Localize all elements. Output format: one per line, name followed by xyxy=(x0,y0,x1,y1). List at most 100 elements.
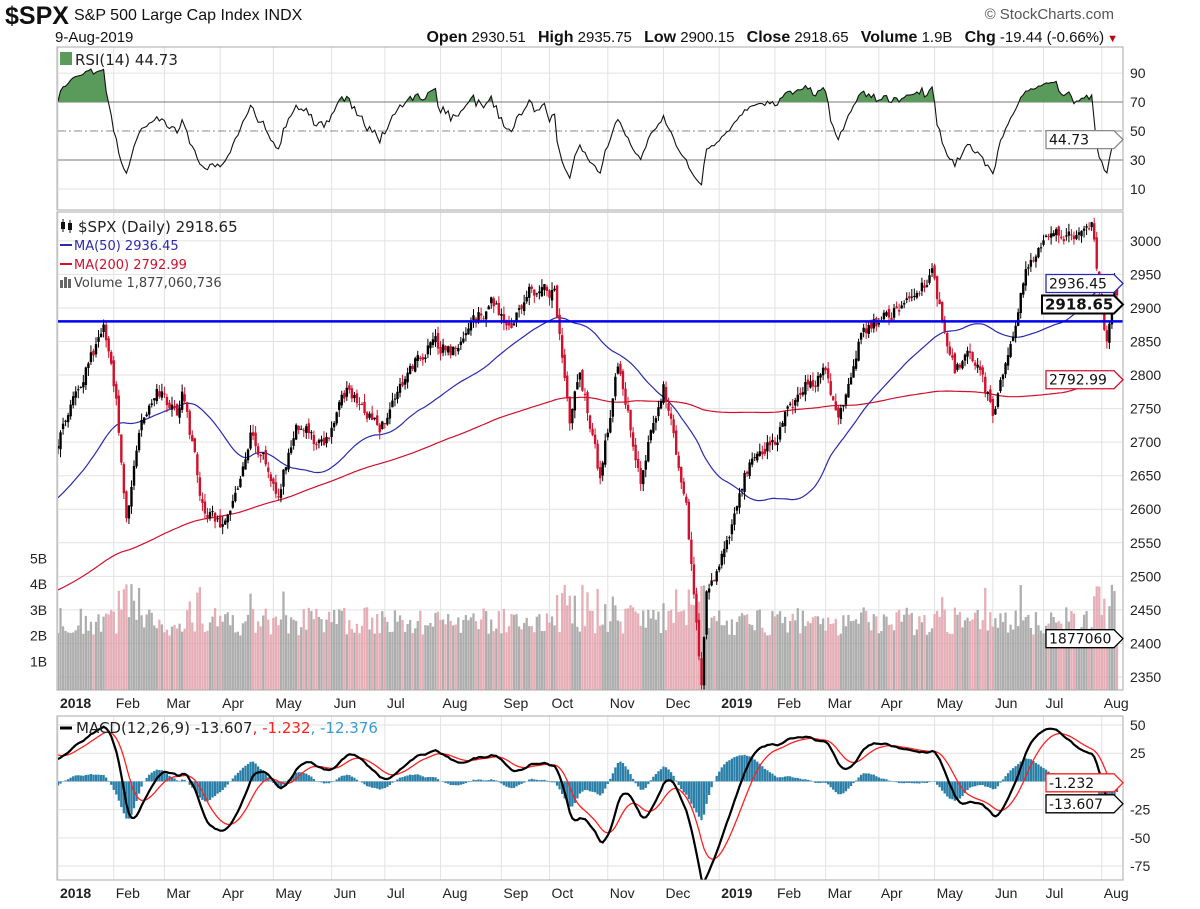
volume-bar xyxy=(968,621,972,690)
macd-histogram-bar xyxy=(647,781,650,785)
macd-histogram-bar xyxy=(829,781,832,788)
volume-bar xyxy=(799,633,802,690)
macd-histogram-bar xyxy=(411,774,414,782)
macd-histogram-bar xyxy=(819,781,822,784)
candle-body xyxy=(388,409,392,419)
macd-histogram-bar xyxy=(596,781,599,795)
macd-histogram-bar xyxy=(973,781,977,787)
volume-bar xyxy=(211,616,214,690)
volume-bar xyxy=(743,615,746,690)
volume-bar xyxy=(502,609,506,690)
macd-histogram-bar xyxy=(249,761,252,782)
volume-bar xyxy=(350,629,354,690)
volume-bar xyxy=(571,623,574,690)
candle-body xyxy=(1060,236,1063,239)
macd-histogram-bar xyxy=(989,781,992,788)
month-label: Apr xyxy=(222,885,244,901)
candle-body xyxy=(920,282,924,292)
candle-body xyxy=(77,389,80,391)
copyright[interactable]: © StockCharts.com xyxy=(984,6,1114,23)
candle-body xyxy=(715,571,718,582)
volume-bar xyxy=(297,635,300,690)
candle-body xyxy=(682,481,685,494)
candle-body xyxy=(82,382,85,388)
volume-bar xyxy=(875,616,878,690)
volume-bar xyxy=(930,628,934,690)
candle-body xyxy=(246,449,250,461)
rsi-value-callout-text: 44.73 xyxy=(1049,133,1089,149)
volume-bar xyxy=(358,633,361,690)
volume-bar xyxy=(786,632,789,690)
macd-histogram-bar xyxy=(216,781,219,794)
candle-body xyxy=(522,302,526,312)
volume-bar xyxy=(913,635,916,690)
volume-bar xyxy=(411,632,414,690)
volume-bar xyxy=(120,609,123,690)
volume-bar xyxy=(895,612,898,690)
candle-body xyxy=(439,347,442,354)
rsi-tick-label: 50 xyxy=(1130,123,1146,139)
candle-body xyxy=(1009,344,1012,357)
month-label: 2018 xyxy=(60,885,91,901)
volume-bar xyxy=(778,611,782,690)
candle-body xyxy=(791,406,794,408)
candle-body xyxy=(667,403,670,411)
volume-bar xyxy=(479,619,483,690)
macd-histogram-bar xyxy=(778,777,782,782)
candle-body xyxy=(837,407,840,418)
candle-body xyxy=(1075,235,1078,239)
candle-body xyxy=(1087,228,1091,230)
price-tick-label: 2600 xyxy=(1130,501,1161,517)
volume-bar xyxy=(262,615,265,690)
candle-body xyxy=(244,459,247,470)
candle-body xyxy=(710,580,713,586)
candle-body xyxy=(452,346,455,356)
macd-histogram-bar xyxy=(981,781,984,786)
volume-bar xyxy=(659,632,663,690)
volume-bar xyxy=(434,612,437,690)
close-value: 2918.65 xyxy=(794,29,849,46)
candle-body xyxy=(135,450,138,467)
volume-bar xyxy=(766,635,769,690)
candle-body xyxy=(1044,235,1048,237)
candle-body xyxy=(300,428,303,430)
candle-body xyxy=(768,441,772,446)
macd-histogram-bar xyxy=(236,772,240,782)
volume-tick-label: 1B xyxy=(30,653,47,669)
macd-histogram-bar xyxy=(110,781,113,785)
macd-histogram-bar xyxy=(682,781,685,793)
volume-bar xyxy=(92,634,95,690)
candle-body xyxy=(69,404,72,417)
macd-histogram-bar xyxy=(421,776,424,782)
candle-body xyxy=(188,411,191,435)
volume-bar xyxy=(725,620,728,690)
volume-bar xyxy=(707,628,711,690)
quote-bar: Open 2930.51 High 2935.75 Low 2900.15 Cl… xyxy=(418,29,1118,47)
candle-body xyxy=(786,406,789,409)
volume-bar xyxy=(1070,611,1073,690)
volume-bar xyxy=(507,626,511,690)
candle-body xyxy=(411,365,414,369)
macd-histogram-bar xyxy=(578,781,582,794)
ma200-callout-text: 2792.99 xyxy=(1049,373,1107,389)
volume-bar xyxy=(642,610,645,690)
candle-body xyxy=(611,398,615,417)
macd-histogram-bar xyxy=(915,781,918,784)
macd-histogram-bar xyxy=(431,777,435,782)
macd-histogram-bar xyxy=(398,777,402,782)
candle-body xyxy=(487,306,490,310)
macd-histogram-bar xyxy=(345,774,348,782)
candle-body xyxy=(725,540,729,550)
candle-body xyxy=(776,442,779,446)
price-tick-label: 2900 xyxy=(1130,300,1161,316)
volume-bar xyxy=(672,622,675,690)
candle-body xyxy=(441,344,445,353)
volume-bar xyxy=(416,621,419,690)
candle-body xyxy=(1011,336,1015,342)
volume-bar xyxy=(454,624,457,690)
candle-body xyxy=(137,432,141,451)
macd-histogram-bar xyxy=(485,780,488,782)
candle-body xyxy=(783,411,787,427)
candle-body xyxy=(877,323,881,325)
volume-bar xyxy=(748,624,751,690)
